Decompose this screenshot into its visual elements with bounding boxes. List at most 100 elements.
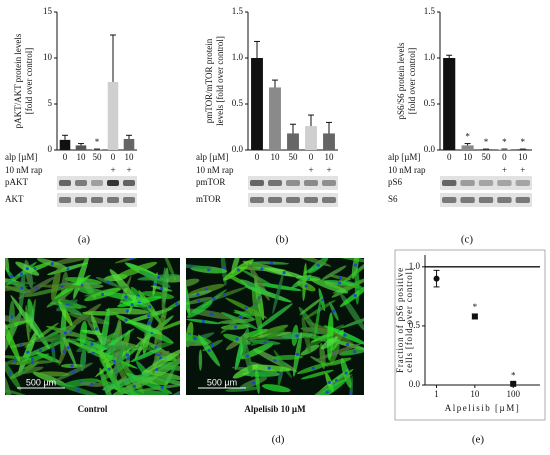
blot-label: pS6 bbox=[388, 177, 403, 187]
cell bbox=[239, 279, 271, 296]
cell bbox=[321, 265, 347, 281]
nucleus bbox=[236, 268, 241, 272]
cell bbox=[291, 274, 312, 289]
cell bbox=[130, 347, 163, 362]
error-bar bbox=[126, 134, 132, 139]
condition-value: + bbox=[110, 165, 115, 175]
condition-value: 0 bbox=[111, 152, 116, 162]
condition-value: 50 bbox=[482, 152, 492, 162]
cell bbox=[250, 329, 286, 346]
blot-band bbox=[59, 197, 71, 203]
x-tick-label: 1 bbox=[434, 389, 439, 399]
nucleus bbox=[9, 275, 14, 279]
nucleus bbox=[148, 305, 152, 309]
condition-value: + bbox=[502, 165, 507, 175]
cell bbox=[33, 333, 70, 342]
y-tick-label: 0.0 bbox=[232, 144, 244, 154]
bar bbox=[305, 126, 317, 150]
nucleus bbox=[269, 261, 273, 265]
error-bar bbox=[254, 40, 260, 58]
nucleus bbox=[25, 267, 29, 271]
nucleus bbox=[222, 293, 227, 297]
cell bbox=[111, 348, 123, 385]
significance: * bbox=[502, 137, 507, 147]
condition-value: 0 bbox=[309, 152, 314, 162]
cells bbox=[5, 258, 180, 395]
nucleus bbox=[76, 388, 80, 392]
nucleus bbox=[260, 267, 264, 271]
panel-frame bbox=[394, 249, 546, 421]
nucleus bbox=[66, 346, 70, 350]
nucleus bbox=[62, 349, 66, 354]
panel-label: (b) bbox=[276, 234, 289, 246]
nucleus bbox=[34, 286, 39, 290]
error-bar bbox=[326, 121, 332, 134]
cell bbox=[163, 258, 176, 281]
error-bar bbox=[62, 134, 68, 140]
cell bbox=[256, 303, 293, 330]
nucleus bbox=[26, 350, 30, 354]
cell bbox=[319, 343, 326, 370]
blot-label: mTOR bbox=[196, 194, 221, 204]
blot-label: AKT bbox=[5, 194, 24, 204]
blot-band bbox=[75, 197, 87, 203]
panel-label: (a) bbox=[78, 234, 91, 246]
condition-value: 0 bbox=[255, 152, 260, 162]
condition-value: 10 bbox=[77, 152, 87, 162]
nucleus bbox=[353, 293, 357, 298]
y-axis-label: Fraction of pS6 positive bbox=[395, 267, 405, 373]
nucleus bbox=[244, 306, 248, 310]
bar bbox=[59, 139, 71, 150]
cell bbox=[285, 258, 332, 267]
significance: * bbox=[511, 371, 516, 381]
significance: * bbox=[521, 137, 526, 147]
cell bbox=[320, 336, 338, 350]
nucleus bbox=[251, 381, 255, 385]
blot-band bbox=[442, 180, 457, 186]
nucleus bbox=[210, 343, 215, 348]
condition-value: 0 bbox=[502, 152, 507, 162]
cell bbox=[300, 369, 334, 380]
nucleus bbox=[125, 353, 130, 357]
condition-label: 10 nM rap bbox=[388, 165, 426, 175]
y-tick-label: 5 bbox=[48, 98, 53, 108]
condition-value: 10 bbox=[325, 152, 335, 162]
y-axis-label: levels [fold over control] bbox=[215, 36, 225, 126]
nucleus bbox=[50, 262, 54, 266]
bar bbox=[287, 133, 299, 150]
nucleus bbox=[178, 392, 180, 395]
significance: * bbox=[465, 132, 470, 142]
nucleus bbox=[209, 312, 214, 316]
y-axis-label: pS6/S6 protein levels bbox=[396, 42, 406, 119]
nucleus bbox=[325, 390, 329, 394]
condition-value: 50 bbox=[289, 152, 299, 162]
cell bbox=[66, 339, 112, 357]
cell bbox=[218, 318, 255, 324]
nucleus bbox=[153, 282, 157, 286]
nucleus bbox=[337, 281, 342, 285]
nucleus bbox=[338, 276, 342, 280]
cell bbox=[154, 307, 168, 346]
condition-value: + bbox=[126, 165, 131, 175]
nucleus bbox=[239, 315, 243, 319]
nucleus bbox=[20, 286, 24, 290]
blot-band bbox=[460, 180, 475, 186]
nucleus bbox=[72, 370, 76, 374]
nucleus bbox=[245, 354, 249, 358]
nucleus bbox=[125, 309, 130, 313]
blot-band bbox=[478, 197, 494, 203]
blot-label: pmTOR bbox=[196, 177, 225, 187]
nucleus bbox=[100, 292, 105, 297]
significance: * bbox=[484, 137, 489, 147]
cell bbox=[155, 314, 180, 332]
cell bbox=[123, 389, 170, 395]
condition-value: 0 bbox=[63, 152, 68, 162]
cell bbox=[298, 306, 319, 335]
cell bbox=[5, 281, 37, 285]
cells bbox=[186, 258, 364, 395]
nucleus bbox=[207, 348, 211, 353]
cell bbox=[50, 258, 96, 266]
blot-band bbox=[322, 180, 336, 186]
nucleus bbox=[353, 350, 357, 354]
